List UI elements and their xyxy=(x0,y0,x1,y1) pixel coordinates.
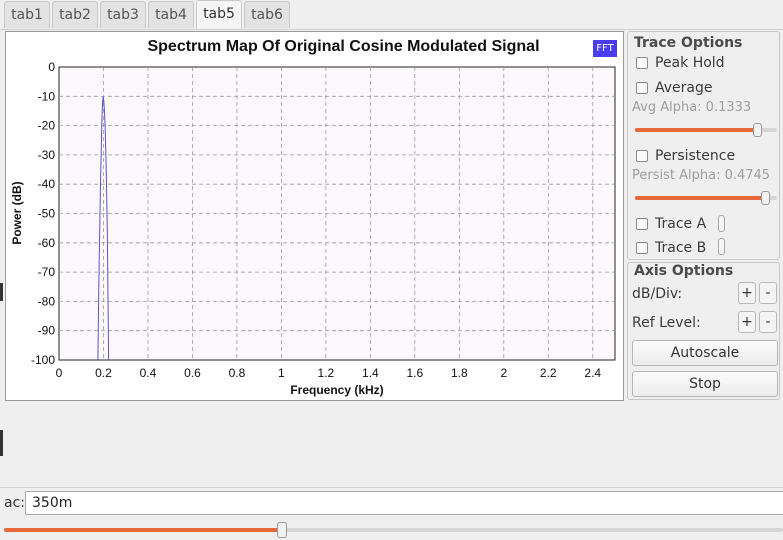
persistence-label: Persistence xyxy=(655,148,736,164)
freq-input[interactable]: 350m xyxy=(25,491,783,515)
trace-b-checkbox[interactable]: Trace B xyxy=(636,239,706,257)
tab-tab3[interactable]: tab3 xyxy=(100,1,146,28)
checkbox-box[interactable] xyxy=(636,150,648,162)
slider-handle[interactable] xyxy=(761,191,771,205)
y-tick-labels: 0 -10 -20 -30 -40 -50 -60 -70 -80 -90 -100 xyxy=(31,60,55,367)
y-tick-label: -20 xyxy=(38,119,56,133)
ref-level-minus-button[interactable]: - xyxy=(759,311,777,333)
axis-options-title: Axis Options xyxy=(634,263,734,279)
x-tick-label: 1.6 xyxy=(406,366,423,380)
x-tick-label: 1.2 xyxy=(318,366,335,380)
tab-content-edge xyxy=(0,29,783,30)
average-checkbox[interactable]: Average xyxy=(636,79,713,97)
trace-b-color-handle[interactable] xyxy=(718,238,725,255)
y-tick-label: -60 xyxy=(38,236,56,250)
x-tick-label: 0 xyxy=(56,366,63,380)
y-tick-label: -40 xyxy=(38,177,56,191)
autoscale-button[interactable]: Autoscale xyxy=(632,340,778,366)
slider-fill xyxy=(635,128,758,132)
trace-a-label: Trace A xyxy=(655,216,707,232)
avg-alpha-label: Avg Alpha: 0.1333 xyxy=(632,100,752,115)
tab-bar: tab1 tab2 tab3 tab4 tab5 tab6 xyxy=(0,0,783,30)
persist-alpha-label: Persist Alpha: 0.4745 xyxy=(632,168,771,183)
db-div-plus-button[interactable]: + xyxy=(738,282,756,304)
y-tick-label: -100 xyxy=(31,353,55,367)
slider-groove xyxy=(4,528,783,532)
y-tick-label: -10 xyxy=(38,89,56,103)
x-tick-label: 0.4 xyxy=(140,366,157,380)
clipped-widget-fragment xyxy=(0,283,3,301)
axis-options-group: Axis Options dB/Div: + - Ref Level: + - … xyxy=(627,262,780,400)
trace-b-label: Trace B xyxy=(655,240,707,256)
y-tick-label: -30 xyxy=(38,148,56,162)
checkbox-box[interactable] xyxy=(636,218,648,230)
trace-options-title: Trace Options xyxy=(634,35,743,51)
peak-hold-checkbox[interactable]: Peak Hold xyxy=(636,54,725,72)
tab-tab4[interactable]: tab4 xyxy=(148,1,194,28)
tab-tab5[interactable]: tab5 xyxy=(196,0,242,30)
freq-field-label: ac: xyxy=(4,495,25,511)
trace-a-color-handle[interactable] xyxy=(718,215,725,232)
x-tick-label: 1.4 xyxy=(362,366,379,380)
x-axis-label: Frequency (kHz) xyxy=(290,383,383,397)
x-tick-label: 2.2 xyxy=(540,366,557,380)
plot-svg: 0 0.2 0.4 0.6 0.8 1 1.2 1.4 1.6 1.8 2 2.2 2.4 0 -10 -2… xyxy=(10,60,616,397)
x-tick-labels: 0 0.2 0.4 0.6 0.8 1 1.2 1.4 1.6 1.8 2 2.2 2.4 xyxy=(56,366,602,380)
db-div-minus-button[interactable]: - xyxy=(759,282,777,304)
x-tick-label: 1 xyxy=(278,366,285,380)
tab-tab2[interactable]: tab2 xyxy=(52,1,98,28)
stop-button[interactable]: Stop xyxy=(632,371,778,397)
checkbox-box[interactable] xyxy=(636,242,648,254)
grid-lines xyxy=(59,67,615,360)
plot-title: Spectrum Map Of Original Cosine Modulate… xyxy=(147,38,540,55)
y-tick-label: -80 xyxy=(38,294,56,308)
y-tick-label: -70 xyxy=(38,265,56,279)
db-div-label: dB/Div: xyxy=(632,286,683,302)
spectrum-plot[interactable]: Spectrum Map Of Original Cosine Modulate… xyxy=(5,31,624,401)
slider-fill xyxy=(635,196,766,200)
peak-hold-label: Peak Hold xyxy=(655,55,725,71)
trace-options-group: Trace Options Peak Hold Average Avg Alph… xyxy=(627,31,780,260)
y-tick-label: 0 xyxy=(48,60,55,74)
checkbox-box[interactable] xyxy=(636,82,648,94)
average-label: Average xyxy=(655,80,713,96)
y-tick-label: -50 xyxy=(38,207,56,221)
y-axis-label: Power (dB) xyxy=(10,181,24,244)
avg-alpha-slider[interactable] xyxy=(635,123,777,137)
persist-alpha-slider[interactable] xyxy=(635,191,777,205)
x-tick-label: 0.2 xyxy=(95,366,112,380)
x-tick-label: 2 xyxy=(500,366,507,380)
x-tick-label: 2.4 xyxy=(584,366,601,380)
y-tick-label: -90 xyxy=(38,324,56,338)
clipped-widget-fragment xyxy=(0,430,3,456)
slider-fill xyxy=(4,528,282,532)
bottom-separator xyxy=(0,487,783,488)
freq-slider[interactable] xyxy=(4,522,783,538)
ref-level-label: Ref Level: xyxy=(632,315,701,331)
control-panel: Trace Options Peak Hold Average Avg Alph… xyxy=(627,31,783,401)
ref-level-plus-button[interactable]: + xyxy=(738,311,756,333)
x-tick-label: 1.8 xyxy=(451,366,468,380)
fft-legend-badge: FFT xyxy=(593,40,617,57)
checkbox-box[interactable] xyxy=(636,57,648,69)
tab-tab1[interactable]: tab1 xyxy=(4,1,50,28)
trace-a-checkbox[interactable]: Trace A xyxy=(636,215,706,233)
tab-tab6[interactable]: tab6 xyxy=(244,1,290,28)
series-line xyxy=(97,96,110,361)
x-tick-label: 0.6 xyxy=(184,366,201,380)
x-tick-label: 0.8 xyxy=(229,366,246,380)
slider-handle[interactable] xyxy=(276,522,287,538)
persistence-checkbox[interactable]: Persistence xyxy=(636,147,735,165)
slider-handle[interactable] xyxy=(753,123,763,137)
